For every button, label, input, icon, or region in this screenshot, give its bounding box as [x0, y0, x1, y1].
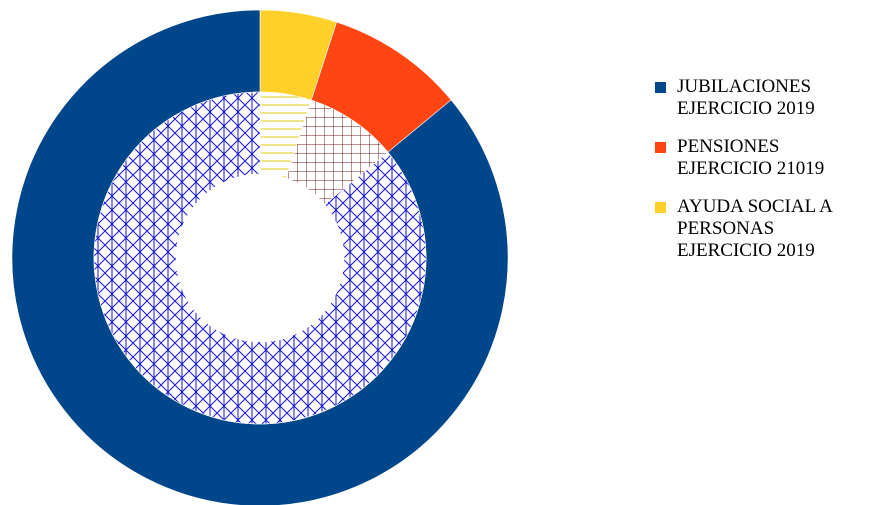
doughnut-chart — [0, 0, 640, 505]
legend-swatch-ayuda-social — [655, 202, 666, 213]
legend-swatch-pensiones — [655, 142, 666, 153]
legend-item-ayuda-social: AYUDA SOCIAL A PERSONAS EJERCICIO 2019 — [655, 196, 887, 262]
legend: JUBILACIONES EJERCICIO 2019 PENSIONES EJ… — [655, 76, 887, 278]
legend-label-pensiones: PENSIONES EJERCICIO 21019 — [677, 136, 824, 180]
legend-label-jubilaciones: JUBILACIONES EJERCICIO 2019 — [677, 76, 815, 120]
legend-item-jubilaciones: JUBILACIONES EJERCICIO 2019 — [655, 76, 887, 120]
legend-item-pensiones: PENSIONES EJERCICIO 21019 — [655, 136, 887, 180]
legend-swatch-jubilaciones — [655, 82, 666, 93]
inner-ring — [94, 92, 426, 424]
legend-label-ayuda-social: AYUDA SOCIAL A PERSONAS EJERCICIO 2019 — [677, 196, 833, 262]
outer-ring — [12, 10, 508, 505]
